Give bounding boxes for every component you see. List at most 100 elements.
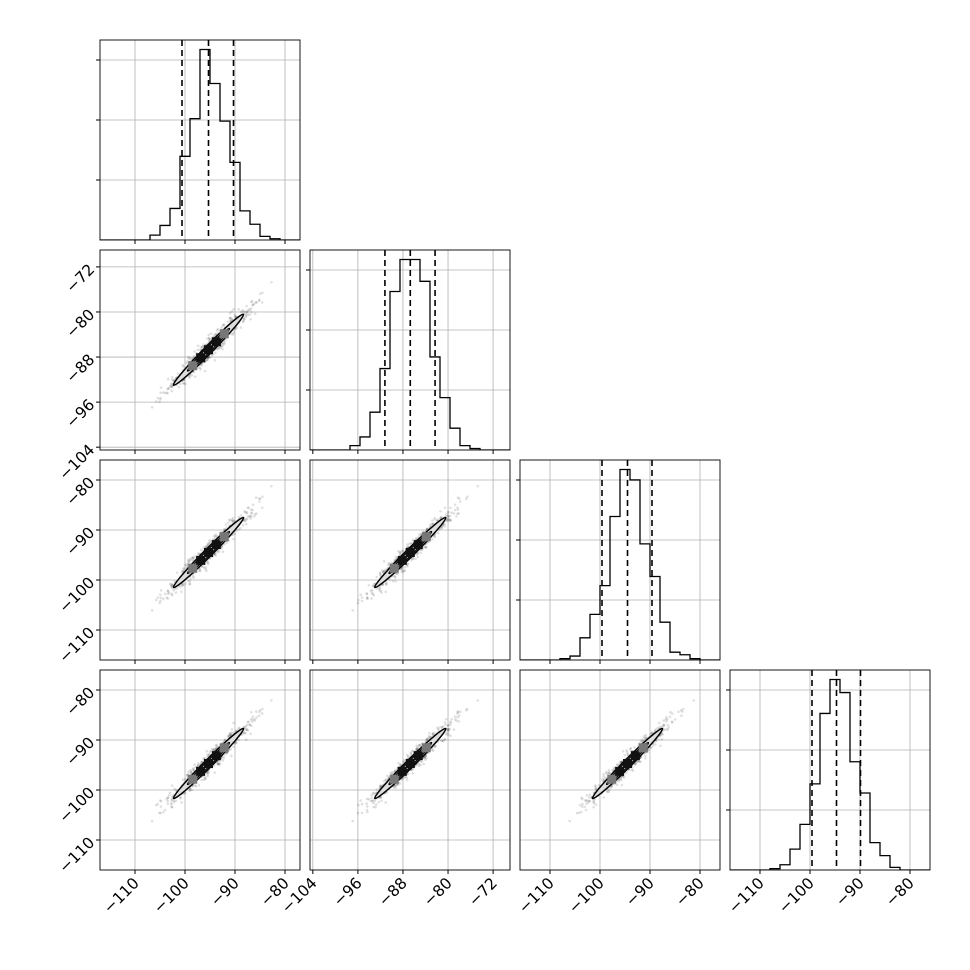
- sample-point: [422, 545, 426, 549]
- sample-point: [597, 783, 601, 787]
- sample-point: [229, 316, 233, 320]
- sample-point: [440, 725, 444, 729]
- sample-point: [239, 514, 243, 517]
- density-core: [196, 353, 206, 363]
- sample-point: [254, 496, 258, 500]
- sample-point: [357, 598, 360, 602]
- sample-point: [208, 337, 211, 340]
- sample-point: [159, 396, 162, 400]
- sample-point: [257, 299, 261, 303]
- sample-point: [388, 578, 391, 581]
- x-tick-label: −100: [565, 874, 608, 917]
- density-core: [413, 540, 423, 550]
- sample-point: [212, 334, 216, 337]
- sample-point: [156, 396, 160, 400]
- sample-point: [360, 599, 364, 603]
- sample-point: [385, 581, 388, 585]
- sample-point: [200, 761, 203, 764]
- sample-point: [592, 799, 595, 802]
- sample-point: [393, 558, 397, 562]
- scatter-group: [150, 699, 273, 823]
- x-tick-label: −110: [100, 874, 143, 917]
- sample-point: [456, 710, 460, 713]
- sample-point: [212, 749, 216, 752]
- sample-point: [682, 707, 685, 711]
- sample-point: [411, 749, 414, 753]
- sample-point: [170, 383, 174, 386]
- sample-point: [150, 609, 154, 612]
- sample-point: [251, 508, 255, 512]
- sample-point: [188, 376, 191, 379]
- sample-point: [230, 754, 233, 758]
- sample-point: [631, 769, 635, 772]
- sample-point: [405, 543, 409, 546]
- sample-point: [245, 512, 248, 515]
- sample-point: [586, 801, 590, 804]
- sample-point: [215, 743, 219, 747]
- sample-point: [457, 512, 461, 515]
- density-core: [211, 751, 221, 761]
- sample-point: [392, 785, 395, 789]
- panel-frame: [99, 249, 301, 451]
- sample-point: [170, 582, 173, 586]
- sample-point: [409, 541, 413, 545]
- sample-point: [662, 719, 665, 722]
- sample-point: [608, 788, 611, 792]
- sample-point: [170, 593, 174, 597]
- sample-point: [458, 500, 462, 503]
- sample-point: [170, 385, 174, 389]
- sample-point: [249, 307, 253, 310]
- sample-point: [231, 516, 235, 520]
- sample-point: [204, 565, 208, 569]
- sample-point: [196, 552, 200, 555]
- sample-point: [425, 738, 429, 741]
- sample-point: [651, 744, 655, 747]
- sample-point: [449, 734, 452, 738]
- sample-point: [221, 347, 224, 351]
- sample-point: [201, 565, 204, 569]
- sample-point: [206, 560, 209, 564]
- sample-point: [161, 391, 165, 394]
- sample-point: [260, 301, 264, 304]
- y-tick-label: −90: [63, 524, 99, 560]
- sample-point: [230, 518, 234, 521]
- sample-point: [188, 580, 192, 583]
- sample-point: [244, 725, 248, 728]
- sample-point: [255, 512, 258, 515]
- sample-point: [620, 783, 624, 787]
- sample-point: [449, 721, 453, 725]
- sample-point: [378, 784, 382, 787]
- sample-point: [592, 800, 596, 804]
- sample-point: [372, 801, 375, 805]
- sample-point: [184, 582, 187, 586]
- sample-point: [248, 515, 252, 518]
- sample-point: [188, 789, 192, 792]
- sample-point: [416, 552, 419, 555]
- sample-point: [237, 308, 240, 311]
- sample-point: [204, 567, 207, 571]
- sample-point: [584, 798, 588, 802]
- sample-point: [457, 714, 461, 718]
- sample-point: [154, 598, 158, 602]
- sample-point: [183, 563, 187, 566]
- sample-point: [188, 356, 192, 360]
- sample-point: [158, 811, 161, 815]
- density-core: [196, 555, 206, 565]
- sample-point: [208, 538, 211, 542]
- sample-point: [443, 522, 446, 526]
- sample-point: [450, 511, 453, 515]
- sample-point: [206, 753, 209, 756]
- sample-point: [209, 749, 213, 753]
- sample-point: [249, 717, 253, 721]
- sample-point: [174, 799, 178, 803]
- sample-point: [377, 800, 381, 804]
- sample-point: [199, 345, 203, 349]
- sample-point: [201, 345, 204, 348]
- sample-point: [253, 515, 256, 518]
- sample-point: [191, 574, 195, 578]
- sample-point: [159, 589, 163, 592]
- sample-point: [205, 358, 209, 362]
- sample-point: [231, 333, 235, 336]
- sample-point: [370, 591, 374, 595]
- sample-point: [585, 802, 588, 806]
